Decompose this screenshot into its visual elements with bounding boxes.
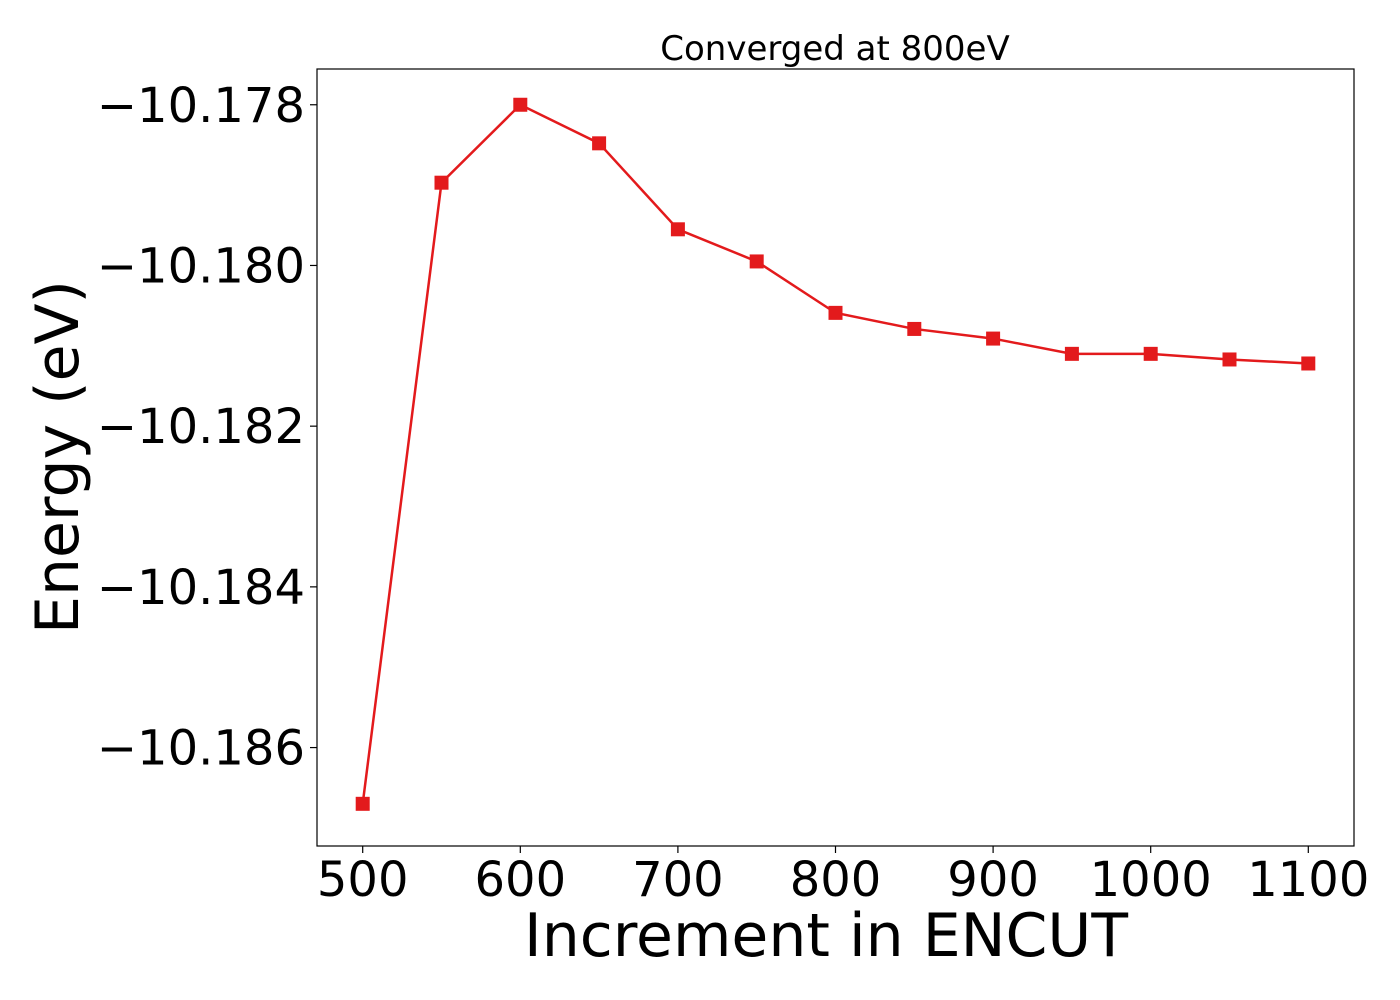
chart-title: Converged at 800eV xyxy=(660,29,1009,69)
x-tick-label: 600 xyxy=(474,852,566,908)
y-axis-label: Energy (eV) xyxy=(23,280,93,634)
y-tick-label: −10.182 xyxy=(97,399,305,455)
y-tick-label: −10.180 xyxy=(97,238,305,294)
data-point-marker xyxy=(592,136,607,151)
data-point-marker xyxy=(434,175,449,190)
data-point-marker xyxy=(670,222,685,237)
x-tick-label: 1100 xyxy=(1247,852,1369,908)
x-tick-label: 900 xyxy=(947,852,1039,908)
data-point-marker xyxy=(1301,356,1316,371)
data-point-marker xyxy=(1222,352,1237,367)
data-point-marker xyxy=(1064,346,1079,361)
plot-area xyxy=(316,68,1355,847)
data-point-marker xyxy=(1143,346,1158,361)
series-layer xyxy=(355,97,1316,811)
data-point-marker xyxy=(907,321,922,336)
y-axis-ticks: −10.178 −10.180 −10.182 −10.184 −10.186 xyxy=(97,78,317,777)
data-point-marker xyxy=(828,305,843,320)
x-axis-ticks: 500 600 700 800 900 1000 1100 xyxy=(317,846,1369,908)
data-point-marker xyxy=(986,331,1001,346)
y-tick-label: −10.184 xyxy=(97,560,305,616)
data-point-marker xyxy=(355,796,370,811)
y-tick-label: −10.178 xyxy=(97,78,305,134)
y-tick-label: −10.186 xyxy=(97,721,305,777)
x-tick-label: 1000 xyxy=(1090,852,1212,908)
data-point-marker xyxy=(749,254,764,269)
x-axis-label: Increment in ENCUT xyxy=(524,901,1128,971)
x-tick-label: 700 xyxy=(632,852,724,908)
x-tick-label: 800 xyxy=(790,852,882,908)
x-tick-label: 500 xyxy=(317,852,409,908)
data-point-marker xyxy=(513,97,528,112)
